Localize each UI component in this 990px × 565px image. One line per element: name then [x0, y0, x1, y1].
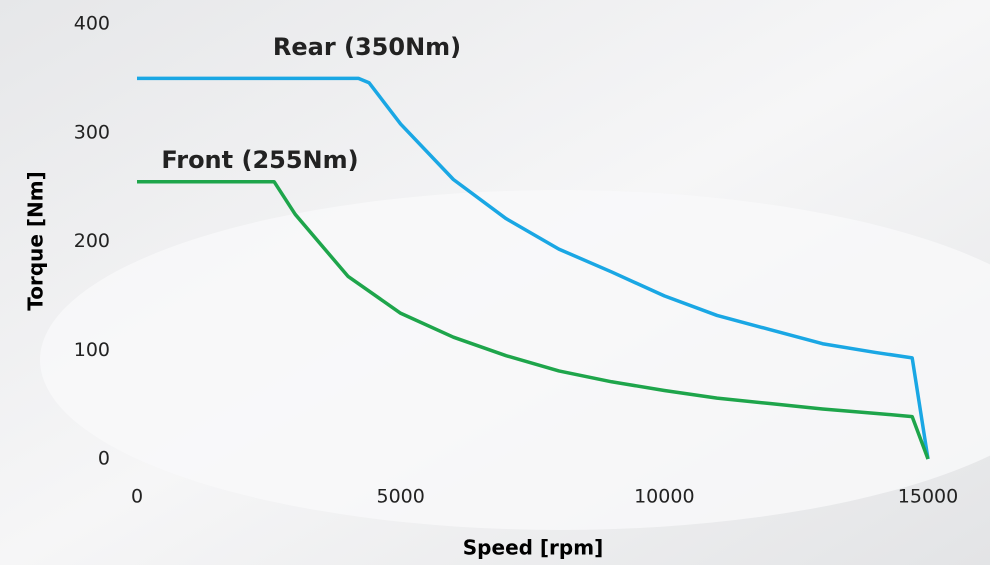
x-tick-label: 10000	[634, 486, 694, 508]
y-tick-label: 300	[74, 121, 110, 143]
series-line	[137, 179, 930, 460]
series-line	[137, 76, 930, 460]
x-axis-title: Speed [rpm]	[463, 536, 603, 560]
plot-area: 0 100 200 300 400 0 5000 10000 15000 Rear (350Nm)…	[74, 13, 958, 508]
x-tick-label: 0	[131, 486, 143, 508]
y-tick-label: 400	[74, 13, 110, 35]
y-tick-label: 0	[98, 448, 110, 470]
series-label: Rear (350Nm)	[273, 33, 461, 61]
x-tick-label: 5000	[376, 486, 424, 508]
x-tick-label: 15000	[898, 486, 958, 508]
series-label: Front (255Nm)	[161, 146, 358, 174]
y-tick-label: 200	[74, 230, 110, 252]
y-axis-title: Torque [Nm]	[24, 171, 48, 311]
y-tick-label: 100	[74, 339, 110, 361]
